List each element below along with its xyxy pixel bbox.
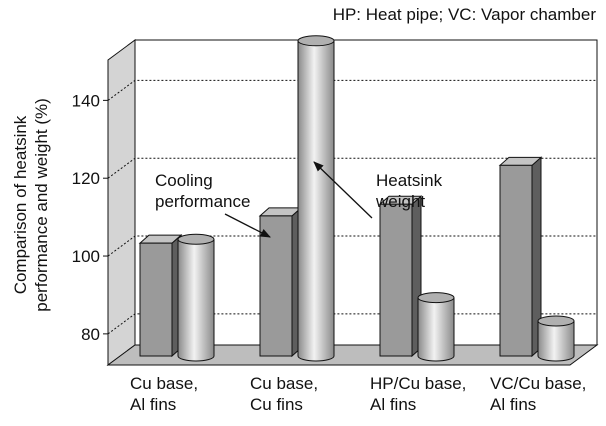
annotation-arrow: [224, 213, 271, 238]
annotation-arrow: [313, 161, 373, 219]
y-tick-label: 80: [81, 325, 100, 344]
bar: [138, 234, 183, 358]
y-tick-label: 100: [72, 247, 100, 266]
x-tick-label: Cu base, Al fins: [130, 374, 198, 414]
bar-top: [177, 233, 215, 245]
annotation: Cooling performance: [155, 171, 250, 211]
bar: [417, 292, 455, 362]
bar: [258, 206, 303, 358]
x-tick-label: VC/Cu base, Al fins: [490, 374, 586, 414]
x-tick-label: HP/Cu base, Al fins: [370, 374, 466, 414]
x-tick-label: Cu base, Cu fins: [250, 374, 318, 414]
bar: [378, 195, 423, 358]
bar-body: [298, 40, 334, 356]
bar-top: [537, 315, 575, 327]
grid-line: [107, 79, 597, 101]
grid-line: [107, 157, 597, 179]
bar-body: [178, 239, 214, 356]
bar: [498, 156, 543, 358]
y-tick-label: 120: [72, 169, 100, 188]
bar-front: [139, 242, 173, 357]
bar: [177, 233, 215, 362]
bar-front: [499, 164, 533, 357]
grid-line: [107, 235, 597, 257]
subtitle: HP: Heat pipe; VC: Vapor chamber: [333, 5, 597, 24]
bar-body: [418, 297, 454, 356]
y-tick-label: 140: [72, 91, 100, 110]
floor: [106, 344, 599, 366]
bar-body: [538, 320, 574, 356]
bar: [297, 35, 335, 362]
annotation: Heatsink weight: [375, 171, 443, 211]
y-axis-label: Comparison of heatsink performance and we…: [11, 98, 51, 312]
bar-front: [259, 215, 293, 357]
bar: [537, 315, 575, 362]
bar-top: [297, 35, 335, 47]
bar-front: [379, 203, 413, 357]
bar-top: [417, 292, 455, 304]
